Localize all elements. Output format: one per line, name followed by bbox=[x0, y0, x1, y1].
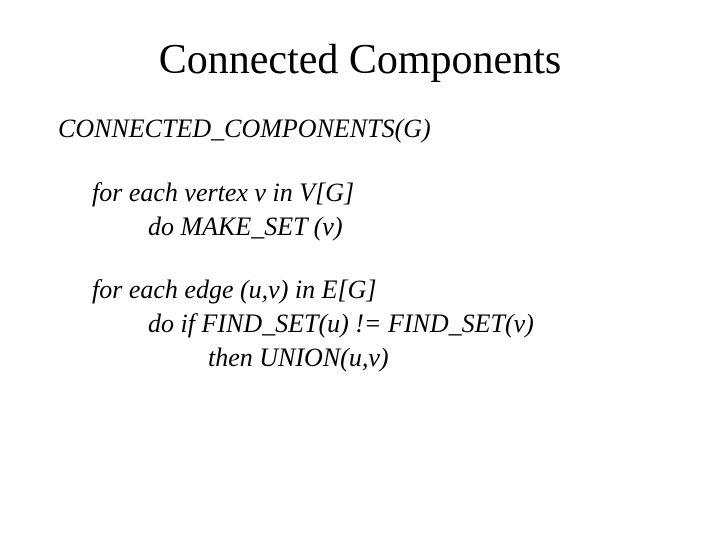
code-line: then UNION(u,v) bbox=[58, 341, 720, 375]
code-line: do MAKE_SET (v) bbox=[58, 210, 720, 244]
spacer bbox=[58, 146, 720, 176]
code-line: do if FIND_SET(u) != FIND_SET(v) bbox=[58, 307, 720, 341]
code-line: for each edge (u,v) in E[G] bbox=[58, 273, 720, 307]
slide: Connected Components CONNECTED_COMPONENT… bbox=[0, 0, 720, 540]
slide-body: CONNECTED_COMPONENTS(G) for each vertex … bbox=[0, 112, 720, 375]
spacer bbox=[58, 243, 720, 273]
procedure-header: CONNECTED_COMPONENTS(G) bbox=[58, 112, 720, 146]
slide-title: Connected Components bbox=[0, 0, 720, 112]
code-line: for each vertex v in V[G] bbox=[58, 176, 720, 210]
